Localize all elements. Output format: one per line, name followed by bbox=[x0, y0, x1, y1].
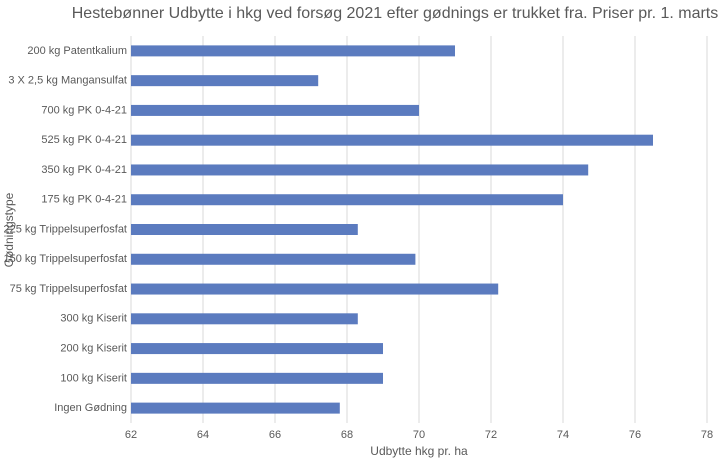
y-tick-label: 350 kg PK 0-4-21 bbox=[41, 164, 127, 176]
x-tick-label: 72 bbox=[485, 429, 497, 441]
x-tick-label: 64 bbox=[197, 429, 209, 441]
x-tick-label: 62 bbox=[125, 429, 137, 441]
y-tick-label: 225 kg Trippelsuperfosfat bbox=[3, 223, 127, 235]
y-tick-label: 150 kg Trippelsuperfosfat bbox=[3, 253, 127, 265]
bar bbox=[131, 164, 589, 176]
x-tick-label: 76 bbox=[629, 429, 641, 441]
bar bbox=[131, 283, 499, 295]
bar bbox=[131, 313, 358, 325]
y-tick-label: 200 kg Kiserit bbox=[60, 342, 127, 354]
y-tick-label: 525 kg PK 0-4-21 bbox=[41, 134, 127, 146]
y-tick-label: 700 kg PK 0-4-21 bbox=[41, 104, 127, 116]
bar bbox=[131, 224, 358, 235]
y-tick-label: 300 kg Kiserit bbox=[60, 313, 127, 325]
bar bbox=[131, 253, 416, 265]
bar bbox=[131, 45, 455, 57]
y-tick-label: Ingen Gødning bbox=[54, 402, 127, 414]
bar bbox=[131, 402, 340, 414]
bar bbox=[131, 134, 653, 146]
y-tick-label: 3 X 2,5 kg Mangansulfat bbox=[8, 75, 127, 87]
bar bbox=[131, 372, 383, 384]
bar bbox=[131, 194, 563, 206]
y-tick-label: 200 kg Patentkalium bbox=[27, 45, 127, 57]
x-tick-label: 68 bbox=[341, 429, 353, 441]
y-axis-title: Gødningstype bbox=[2, 192, 16, 267]
y-tick-label: 75 kg Trippelsuperfosfat bbox=[10, 283, 127, 295]
x-tick-label: 78 bbox=[701, 429, 713, 441]
chart-title: Hestebønner Udbytte i hkg ved forsøg 202… bbox=[72, 5, 719, 22]
x-tick-label: 74 bbox=[557, 429, 569, 441]
x-axis-title: Udbytte hkg pr. ha bbox=[370, 444, 468, 458]
y-tick-label: 175 kg PK 0-4-21 bbox=[41, 194, 127, 206]
y-tick-label: 100 kg Kiserit bbox=[60, 372, 127, 384]
bar bbox=[131, 104, 419, 116]
bar bbox=[131, 75, 319, 87]
x-tick-label: 66 bbox=[269, 429, 281, 441]
x-tick-label: 70 bbox=[413, 429, 425, 441]
bar bbox=[131, 343, 383, 355]
